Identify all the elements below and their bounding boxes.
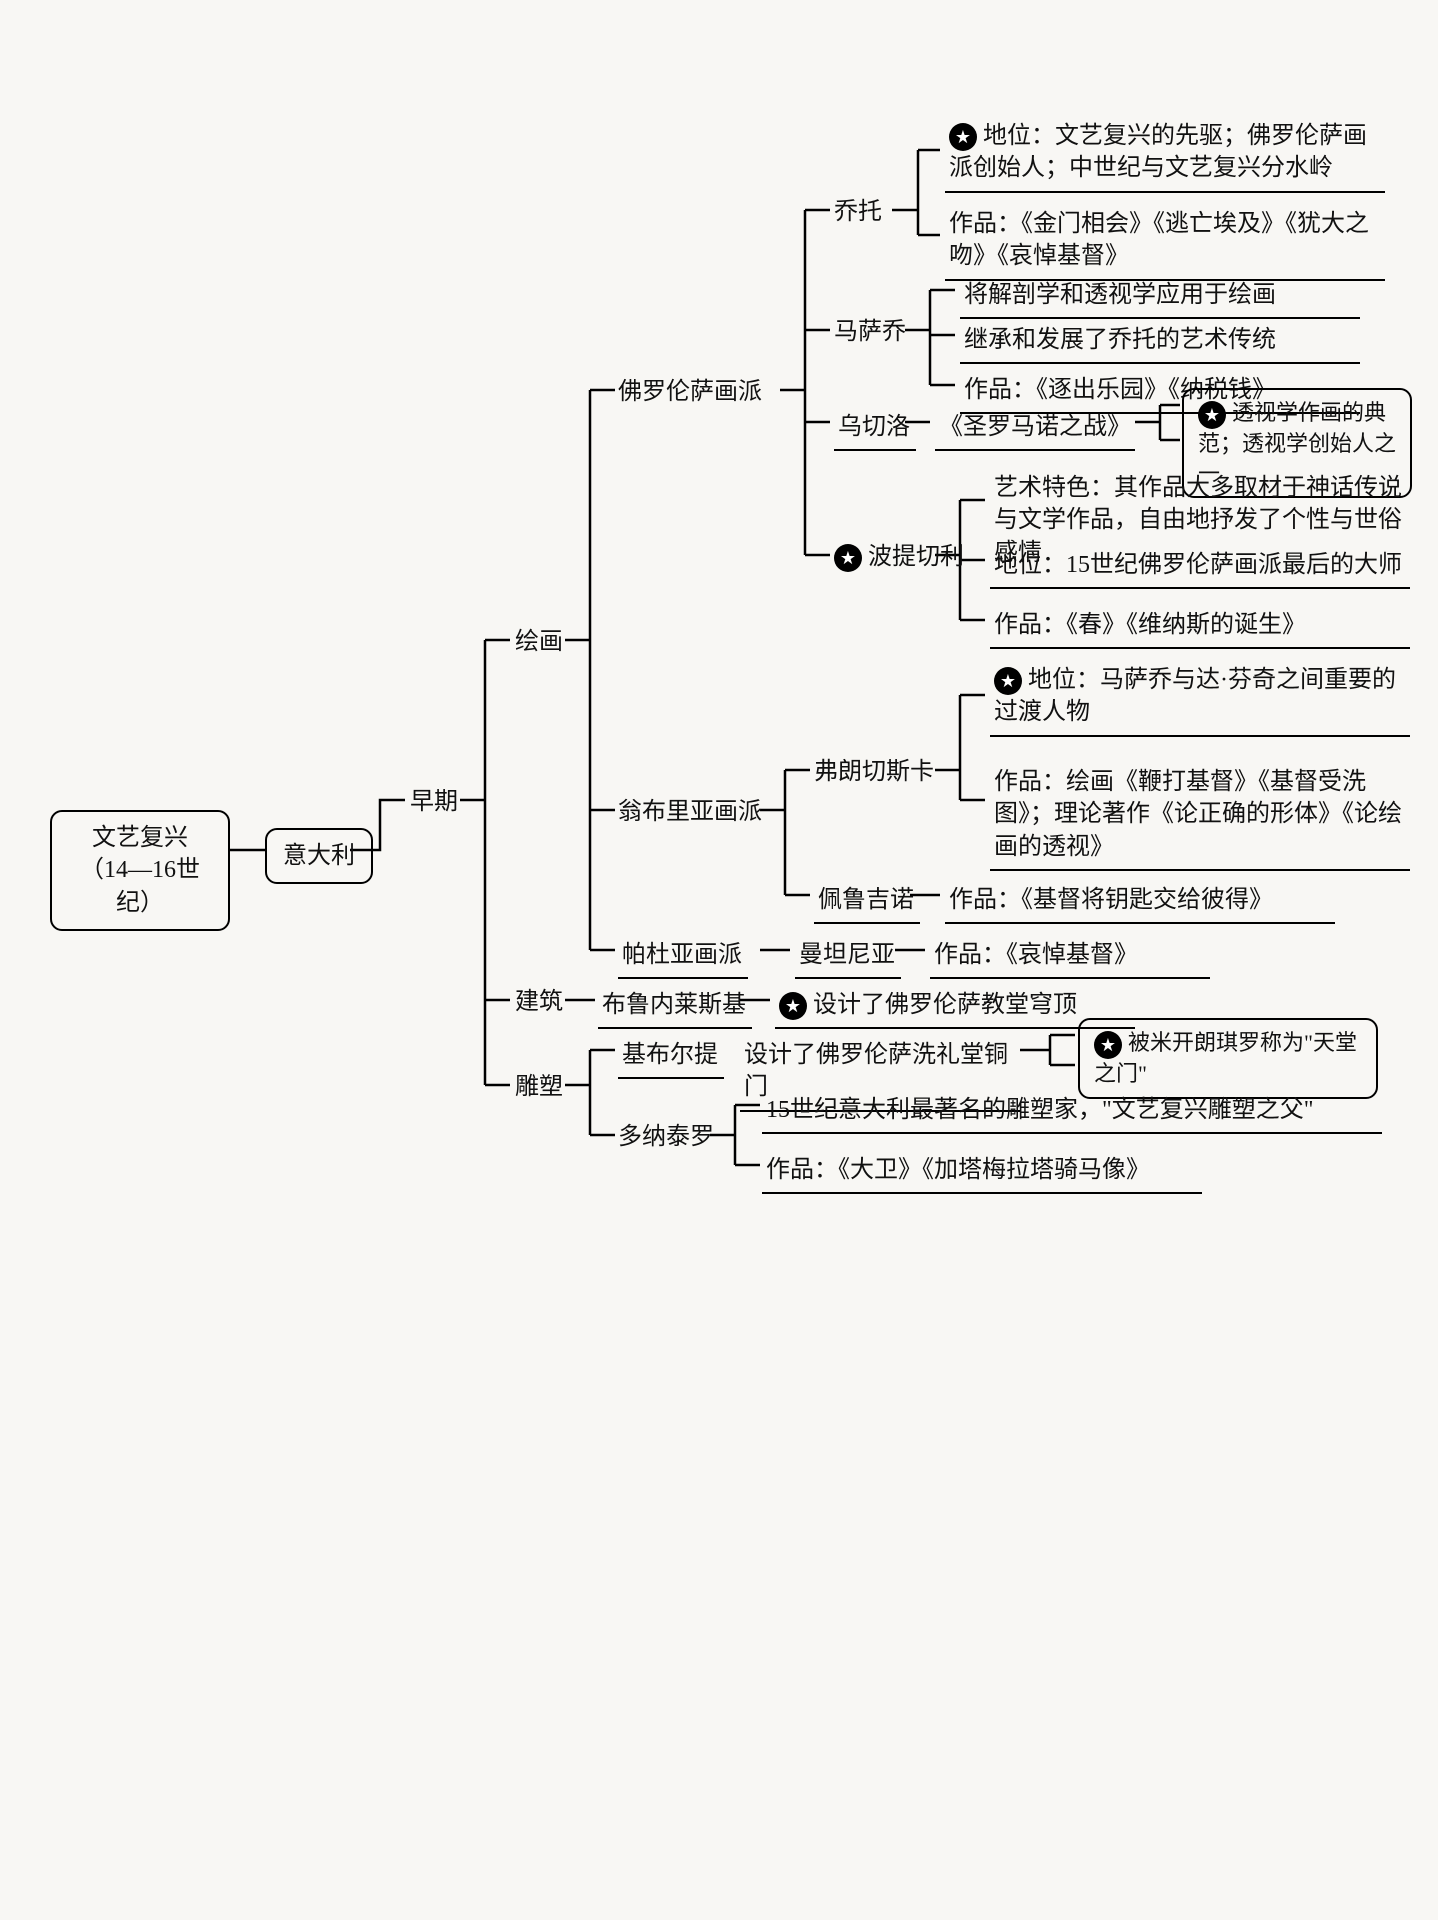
node-giotto: 乔托 <box>834 196 882 228</box>
leaf-masaccio-feat1: 将解剖学和透视学应用于绘画 <box>960 275 1360 319</box>
node-italy: 意大利 <box>265 828 373 884</box>
giotto-status-text: 地位：文艺复兴的先驱；佛罗伦萨画派创始人；中世纪与文艺复兴分水岭 <box>949 123 1367 181</box>
node-perugino: 佩鲁吉诺 <box>814 880 920 924</box>
star-icon: ★ <box>779 992 807 1020</box>
ghiberti-note-text: 被米开朗琪罗称为"天堂之门" <box>1094 1030 1357 1086</box>
root-node: 文艺复兴 （14—16世纪） <box>50 810 230 931</box>
leaf-botticelli-works: 作品：《春》《维纳斯的诞生》 <box>990 605 1410 649</box>
star-icon: ★ <box>1198 401 1226 429</box>
node-sculpture: 雕塑 <box>515 1071 563 1103</box>
node-masaccio: 马萨乔 <box>834 316 906 348</box>
star-icon: ★ <box>834 544 862 572</box>
francesca-status-text: 地位：马萨乔与达·芬奇之间重要的过渡人物 <box>994 667 1396 725</box>
leaf-donatello-status: 15世纪意大利最著名的雕塑家，"文艺复兴雕塑之父" <box>762 1090 1382 1134</box>
botticelli-name: 波提切利 <box>868 544 964 570</box>
note-ghiberti: ★被米开朗琪罗称为"天堂之门" <box>1078 1018 1378 1099</box>
star-icon: ★ <box>994 667 1022 695</box>
leaf-francesca-works: 作品：绘画《鞭打基督》《基督受洗图》；理论著作《论正确的形体》《论绘画的透视》 <box>990 762 1410 871</box>
node-donatello: 多纳泰罗 <box>618 1121 714 1153</box>
node-umbrian-school: 翁布里亚画派 <box>618 796 762 828</box>
node-florentine-school: 佛罗伦萨画派 <box>618 376 762 408</box>
node-early-period: 早期 <box>410 786 458 818</box>
brunelleschi-note-text: 设计了佛罗伦萨教堂穹顶 <box>813 992 1077 1018</box>
leaf-francesca-status: ★地位：马萨乔与达·芬奇之间重要的过渡人物 <box>990 660 1410 737</box>
root-title-line2: （14—16世纪） <box>68 854 212 919</box>
leaf-donatello-works: 作品：《大卫》《加塔梅拉塔骑马像》 <box>762 1150 1202 1194</box>
star-icon: ★ <box>949 123 977 151</box>
node-francesca: 弗朗切斯卡 <box>814 756 934 788</box>
node-botticelli: ★波提切利 <box>834 541 964 573</box>
leaf-mantegna-works: 作品：《哀悼基督》 <box>930 935 1210 979</box>
node-uccello: 乌切洛 <box>834 407 916 451</box>
root-title-line1: 文艺复兴 <box>68 822 212 854</box>
node-ghiberti: 基布尔提 <box>618 1035 724 1079</box>
node-brunelleschi: 布鲁内莱斯基 <box>598 985 752 1029</box>
leaf-perugino-works: 作品：《基督将钥匙交给彼得》 <box>945 880 1335 924</box>
node-architecture: 建筑 <box>515 986 563 1018</box>
leaf-giotto-status: ★地位：文艺复兴的先驱；佛罗伦萨画派创始人；中世纪与文艺复兴分水岭 <box>945 116 1385 193</box>
page: 文艺复兴 （14—16世纪） 意大利 早期 绘画 佛罗伦萨画派 乔托 ★地位：文… <box>0 0 1438 1920</box>
node-paduan-school: 帕杜亚画派 <box>618 935 748 979</box>
node-mantegna: 曼坦尼亚 <box>795 935 901 979</box>
leaf-uccello-work: 《圣罗马诺之战》 <box>935 407 1135 451</box>
node-painting: 绘画 <box>515 626 563 658</box>
leaf-giotto-works: 作品：《金门相会》《逃亡埃及》《犹大之吻》《哀悼基督》 <box>945 204 1385 281</box>
star-icon: ★ <box>1094 1031 1122 1059</box>
leaf-masaccio-feat2: 继承和发展了乔托的艺术传统 <box>960 320 1360 364</box>
leaf-botticelli-status: 地位：15世纪佛罗伦萨画派最后的大师 <box>990 545 1410 589</box>
